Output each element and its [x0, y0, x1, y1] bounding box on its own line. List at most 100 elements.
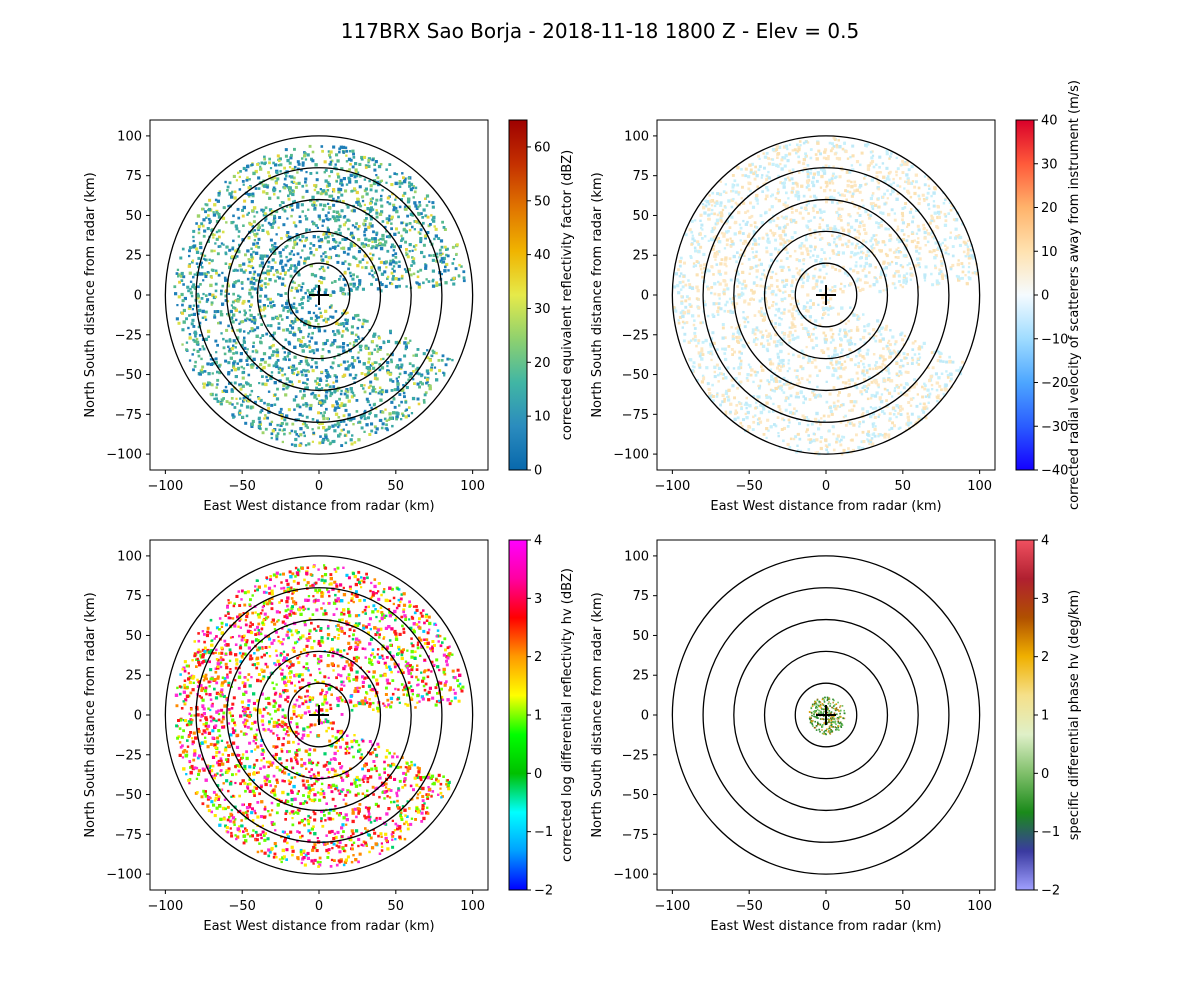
- echo-pixel: [292, 253, 296, 256]
- echo-pixel: [334, 310, 338, 313]
- echo-pixel: [795, 151, 798, 155]
- echo-pixel: [245, 395, 249, 398]
- echo-pixel: [328, 389, 332, 393]
- echo-pixel: [733, 350, 736, 354]
- echo-pixel: [222, 243, 225, 246]
- echo-pixel: [333, 374, 337, 378]
- echo-pixel: [236, 207, 240, 211]
- echo-pixel: [175, 317, 179, 321]
- echo-pixel: [847, 447, 850, 450]
- echo-pixel: [318, 441, 322, 445]
- echo-pixel: [283, 351, 286, 354]
- echo-pixel: [325, 384, 328, 387]
- echo-pixel: [207, 217, 211, 221]
- echo-pixel: [342, 420, 346, 423]
- echo-pixel: [901, 218, 904, 222]
- echo-pixel: [882, 267, 886, 271]
- echo-pixel: [340, 183, 344, 187]
- y-tick-label: 25: [125, 249, 142, 264]
- echo-pixel: [736, 183, 740, 187]
- echo-pixel: [352, 156, 356, 159]
- echo-pixel: [242, 299, 246, 304]
- echo-pixel: [322, 426, 326, 430]
- echo-pixel: [192, 275, 195, 279]
- echo-pixel: [252, 206, 257, 210]
- echo-pixel: [854, 236, 858, 240]
- echo-pixel: [797, 160, 801, 164]
- echo-pixel: [768, 219, 772, 224]
- echo-pixel: [783, 308, 786, 311]
- echo-pixel: [760, 176, 763, 179]
- echo-pixel: [798, 381, 802, 385]
- echo-pixel: [323, 251, 327, 254]
- echo-pixel: [838, 405, 842, 408]
- echo-pixel: [836, 376, 840, 380]
- echo-pixel: [334, 163, 337, 166]
- echo-pixel: [364, 227, 368, 232]
- echo-pixel: [237, 230, 241, 233]
- echo-pixel: [839, 338, 843, 342]
- echo-pixel: [730, 215, 734, 219]
- echo-pixel: [917, 363, 921, 366]
- echo-pixel: [259, 294, 262, 298]
- echo-pixel: [806, 309, 810, 313]
- echo-pixel: [275, 397, 280, 401]
- echo-pixel: [325, 390, 329, 394]
- echo-pixel: [306, 256, 310, 260]
- echo-pixel: [897, 274, 901, 278]
- echo-pixel: [945, 275, 949, 279]
- echo-pixel: [390, 358, 393, 362]
- echo-pixel: [417, 211, 420, 215]
- echo-pixel: [745, 416, 749, 420]
- echo-pixel: [197, 256, 201, 260]
- echo-pixel: [356, 200, 360, 205]
- echo-pixel: [901, 159, 904, 163]
- echo-pixel: [236, 329, 239, 332]
- echo-pixel: [819, 394, 822, 398]
- echo-pixel: [236, 297, 240, 302]
- echo-pixel: [391, 277, 395, 281]
- echo-pixel: [819, 446, 823, 451]
- echo-pixel: [275, 434, 279, 438]
- echo-pixel: [913, 191, 917, 196]
- echo-pixel: [844, 322, 848, 325]
- echo-pixel: [933, 256, 937, 260]
- echo-pixel: [374, 189, 378, 193]
- echo-pixel: [823, 150, 827, 154]
- echo-pixel: [707, 213, 711, 217]
- echo-pixel: [267, 171, 270, 174]
- echo-pixel: [285, 244, 289, 248]
- echo-pixel: [251, 163, 254, 166]
- echo-pixel: [784, 399, 787, 403]
- echo-pixel: [788, 446, 792, 449]
- echo-pixel: [935, 388, 939, 392]
- echo-pixel: [684, 305, 688, 309]
- echo-pixel: [255, 232, 259, 236]
- echo-pixel: [248, 178, 251, 181]
- echo-pixel: [384, 389, 389, 393]
- echo-pixel: [239, 320, 243, 324]
- echo-pixel: [804, 238, 808, 242]
- echo-pixel: [857, 286, 860, 289]
- echo-pixel: [784, 153, 788, 158]
- echo-pixel: [756, 338, 759, 341]
- echo-pixel: [190, 313, 193, 316]
- echo-pixel: [793, 336, 797, 340]
- echo-pixel: [826, 157, 830, 161]
- echo-pixel: [191, 259, 195, 262]
- echo-pixel: [729, 310, 732, 314]
- echo-pixel: [790, 284, 794, 288]
- echo-pixel: [711, 383, 714, 387]
- echo-pixel: [203, 315, 207, 319]
- echo-pixel: [788, 421, 791, 424]
- echo-pixel: [380, 243, 384, 247]
- echo-pixel: [283, 418, 287, 422]
- echo-pixel: [730, 378, 734, 382]
- echo-pixel: [838, 145, 842, 149]
- echo-pixel: [892, 406, 896, 410]
- echo-pixel: [375, 215, 379, 219]
- echo-pixel: [198, 262, 202, 266]
- echo-pixel: [192, 239, 195, 243]
- echo-pixel: [746, 410, 750, 415]
- echo-pixel: [780, 389, 784, 392]
